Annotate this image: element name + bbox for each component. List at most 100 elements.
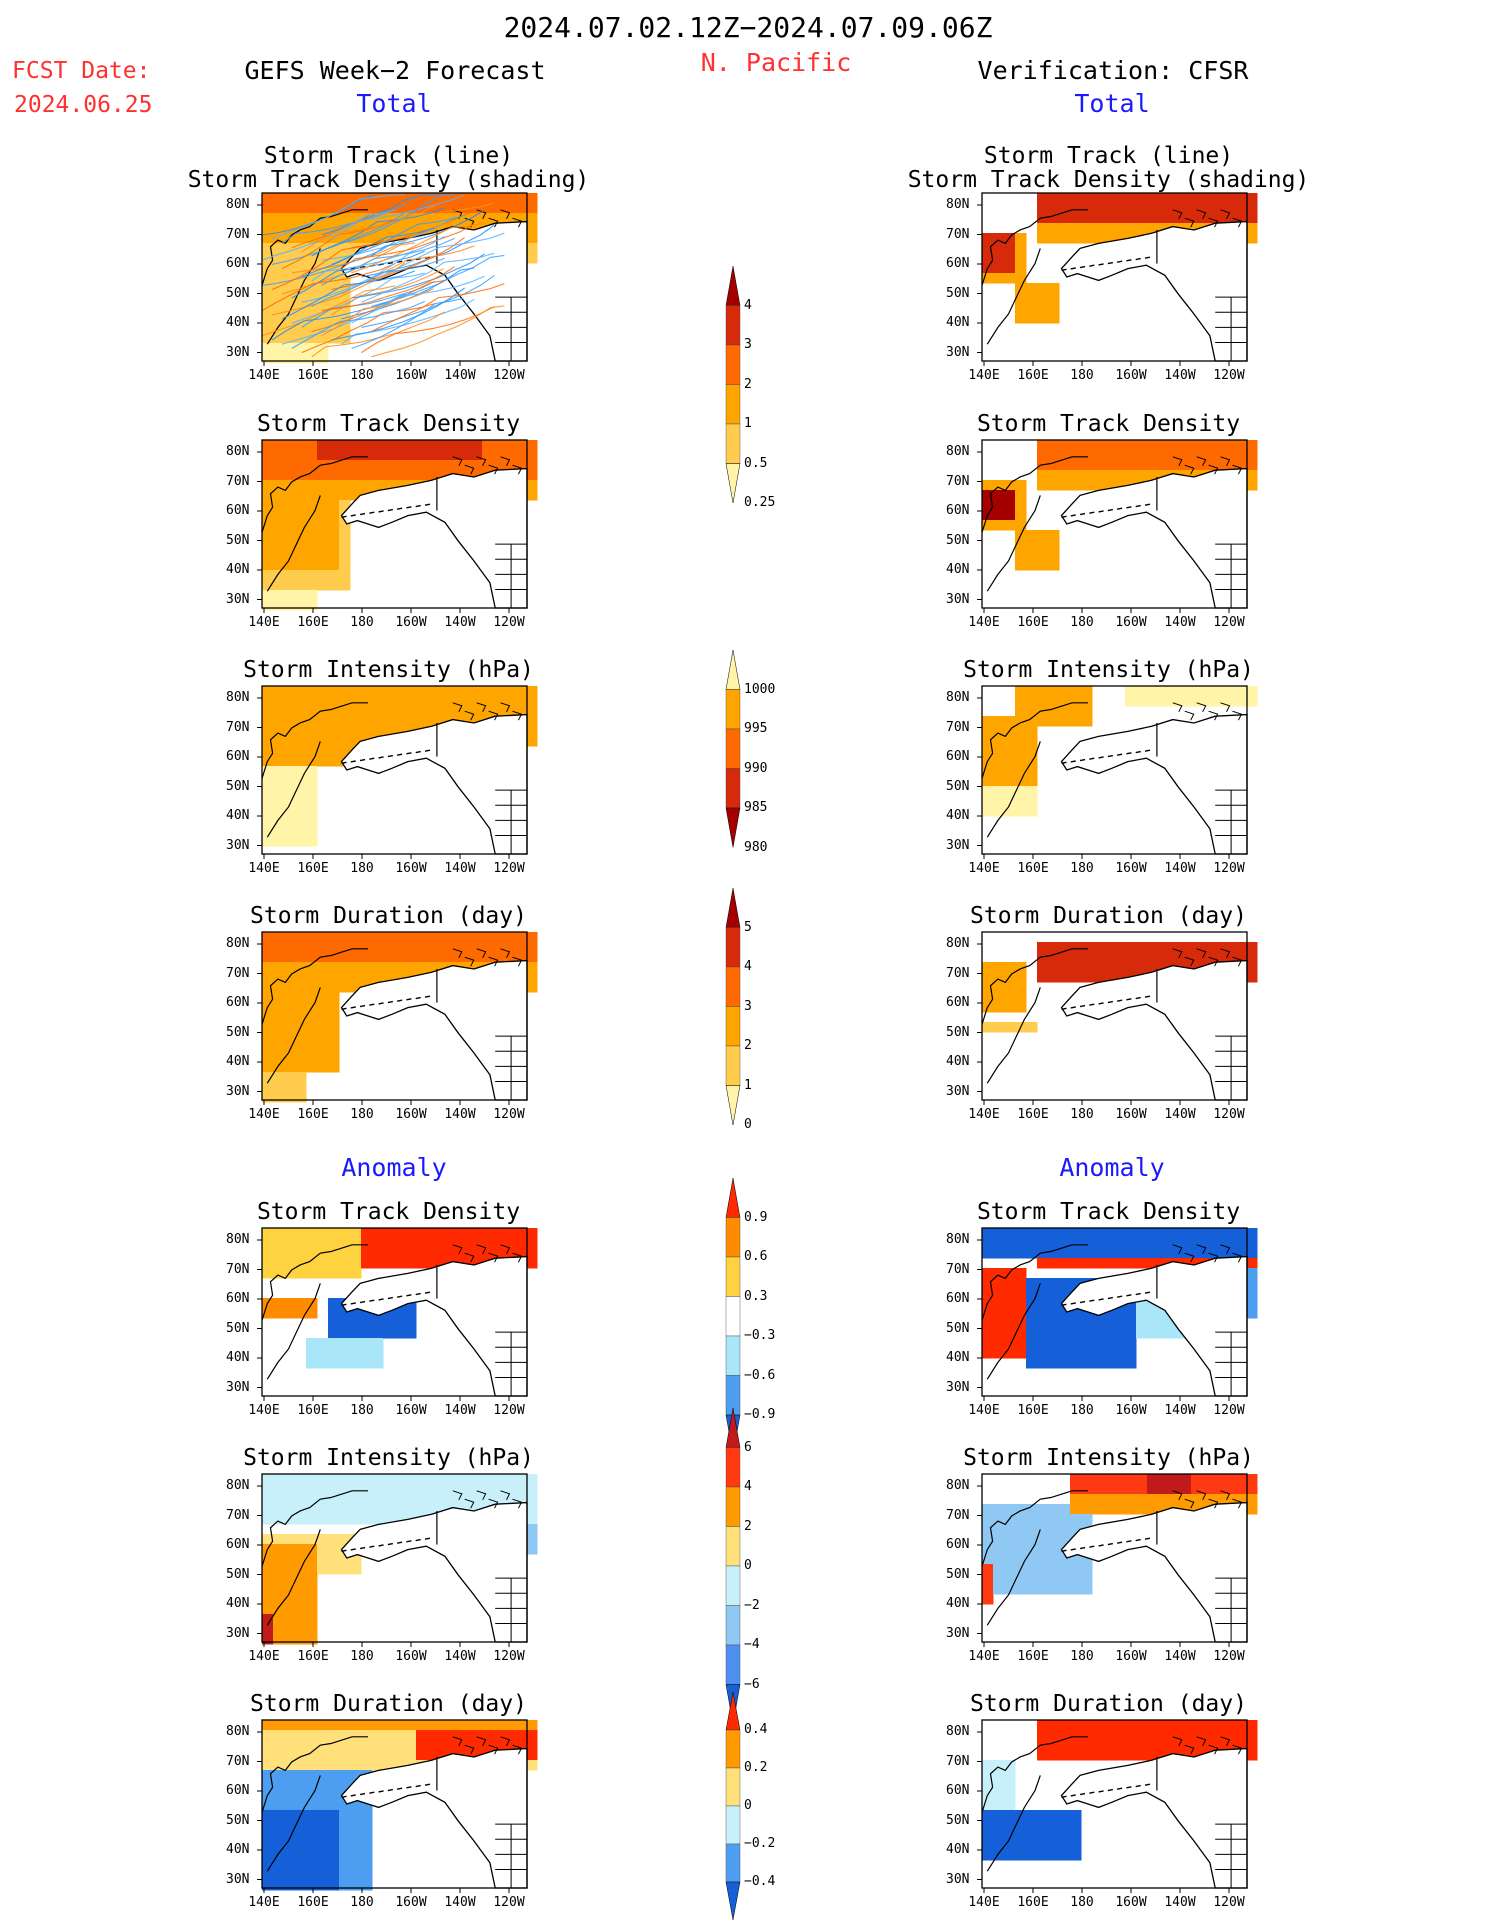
field-cell [1114, 440, 1126, 451]
field-cell [1191, 1730, 1203, 1741]
field-cell [306, 560, 318, 571]
field-cell [1136, 193, 1148, 204]
field-cell [295, 293, 307, 304]
storm-track-line [281, 270, 416, 320]
field-cell [284, 243, 296, 254]
field-cell [1081, 1720, 1093, 1731]
field-cell [1026, 706, 1038, 717]
field-cell [361, 1228, 373, 1239]
field-cell [262, 1840, 274, 1851]
field-cell [993, 1810, 1005, 1821]
field-cell [1235, 942, 1247, 953]
lat-tick-label: 50N [946, 1024, 970, 1040]
colorbar-top-arrow [725, 649, 741, 690]
lat-tick-label: 80N [226, 936, 250, 951]
field-cell [1169, 1248, 1181, 1259]
lat-tick-label: 60N [226, 1537, 250, 1552]
lat-tick-label: 70N [946, 1261, 970, 1277]
field-cell [982, 480, 994, 491]
field-cell [1037, 303, 1049, 314]
field-cell [1246, 1248, 1258, 1259]
field-cell [273, 952, 285, 963]
field-cell [1004, 1840, 1016, 1851]
field-cell [1246, 962, 1258, 973]
field-cell [1048, 1238, 1060, 1249]
field-cell [273, 1790, 285, 1801]
field-cell [306, 460, 318, 471]
field-cell [993, 736, 1005, 747]
field-cell [1125, 1358, 1137, 1369]
field-cell [1114, 470, 1126, 481]
field-cell [493, 1484, 505, 1495]
lat-tick-label: 80N [226, 197, 250, 212]
field-cell [1147, 1740, 1159, 1751]
field-cell [317, 736, 329, 747]
field-cell [1015, 1524, 1027, 1535]
field-cell [1081, 1494, 1093, 1505]
field-cell [526, 736, 538, 747]
field-cell [273, 942, 285, 953]
field-cell [361, 1870, 373, 1881]
field-cell [317, 283, 329, 294]
colorbar-segment [725, 1526, 741, 1567]
storm-track-line [271, 262, 406, 316]
colorbar-bottom-arrow [725, 463, 741, 504]
field-cell [1180, 1720, 1192, 1731]
field-cell [1224, 952, 1236, 963]
field-cell [339, 1494, 351, 1505]
field-cell [273, 1740, 285, 1751]
field-cell [383, 1750, 395, 1761]
field-cell [295, 942, 307, 953]
field-cell [471, 1484, 483, 1495]
field-cell [372, 1318, 384, 1329]
field-cell [1081, 1730, 1093, 1741]
field-cell [273, 1092, 285, 1103]
storm-track-line [301, 205, 435, 253]
field-cell [493, 1248, 505, 1259]
field-cell [493, 1494, 505, 1505]
field-cell [328, 1238, 340, 1249]
lon-tick-label: 180 [350, 1403, 374, 1418]
field-cell [1213, 942, 1225, 953]
field-cell [306, 726, 318, 737]
field-cell [1015, 962, 1027, 973]
field-cell [1191, 1474, 1203, 1485]
storm-track-line [271, 293, 406, 341]
field-cell [993, 1524, 1005, 1535]
field-cell [350, 942, 362, 953]
field-cell [1125, 1348, 1137, 1359]
field-cell [993, 796, 1005, 807]
field-cell [427, 1740, 439, 1751]
field-cell [339, 1228, 351, 1239]
field-cell [284, 560, 296, 571]
field-cell [306, 1258, 318, 1269]
lat-tick-label: 40N [226, 1350, 250, 1365]
field-cell [438, 1504, 450, 1515]
field-cell [1048, 303, 1060, 314]
field-cell [504, 932, 516, 943]
field-cell [1015, 263, 1027, 274]
field-cell [449, 1720, 461, 1731]
forecast-panel-anom_duration [257, 1719, 538, 1893]
field-cell [1070, 1248, 1082, 1259]
field-cell [1114, 1258, 1126, 1269]
field-cell [383, 1328, 395, 1339]
lon-tick-label: 180 [350, 1649, 374, 1664]
field-cell [405, 460, 417, 471]
field-cell [284, 826, 296, 837]
field-cell [427, 203, 439, 214]
field-cell [262, 590, 274, 601]
field-cell [1147, 1318, 1159, 1329]
field-cell [471, 450, 483, 461]
field-cell [317, 1012, 329, 1023]
field-cell [284, 530, 296, 541]
field-cell [262, 1248, 274, 1259]
field-cell [262, 540, 274, 551]
field-cell [515, 942, 527, 953]
field-cell [262, 560, 274, 571]
field-cell [1191, 203, 1203, 214]
field-cell [1213, 460, 1225, 471]
field-cell [1048, 1318, 1060, 1329]
field-cell [383, 1760, 395, 1771]
field-cell [482, 1248, 494, 1259]
